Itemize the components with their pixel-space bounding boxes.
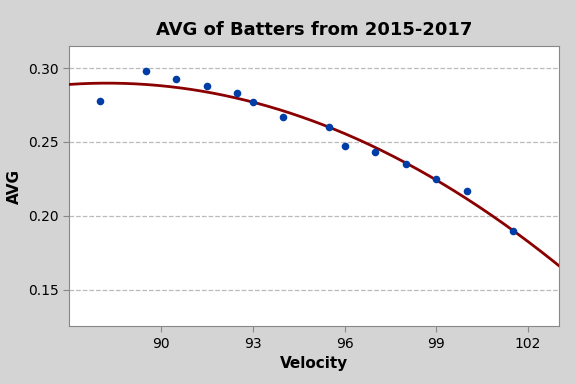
Point	[141, 68, 150, 74]
Point	[248, 99, 257, 105]
Y-axis label: AVG: AVG	[7, 169, 22, 204]
Point	[508, 227, 517, 233]
Point	[431, 176, 441, 182]
Title: AVG of Batters from 2015-2017: AVG of Batters from 2015-2017	[156, 21, 472, 39]
Point	[401, 161, 410, 167]
X-axis label: Velocity: Velocity	[280, 356, 348, 371]
Point	[202, 83, 211, 89]
Point	[370, 149, 380, 156]
Point	[172, 76, 181, 82]
Point	[463, 188, 472, 194]
Point	[340, 143, 349, 149]
Point	[233, 90, 242, 96]
Point	[95, 98, 104, 104]
Point	[279, 114, 288, 120]
Point	[325, 124, 334, 130]
